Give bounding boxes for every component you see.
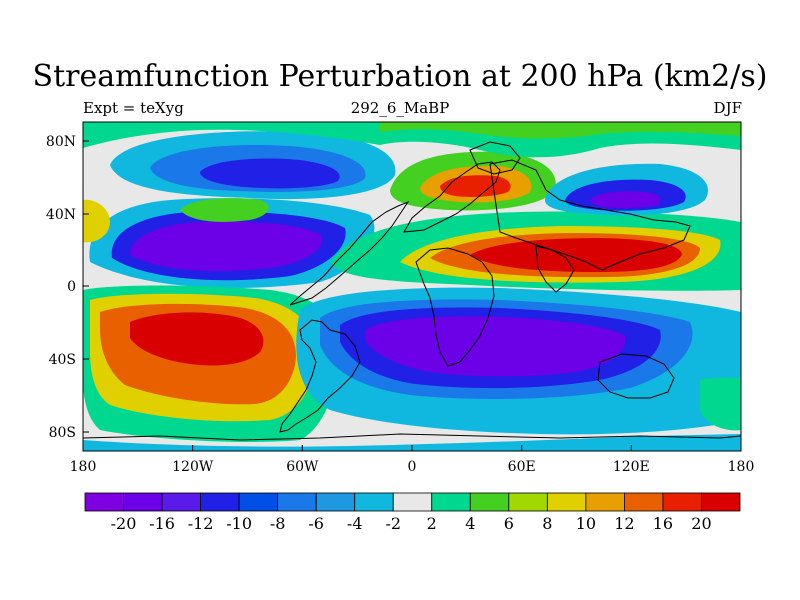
colorbar-swatch <box>200 492 240 512</box>
coastline-africa <box>415 247 495 367</box>
contour-high-asia-north-core <box>440 175 511 197</box>
contour-low-antarctic <box>83 434 741 451</box>
contour-low-north-pacific-core <box>590 191 661 209</box>
colorbar-label: 8 <box>542 514 552 533</box>
colorbar-swatch <box>84 492 124 512</box>
colorbar-swatch <box>238 492 279 512</box>
colorbar-swatch <box>315 492 356 512</box>
contour-low-arctic-core <box>200 158 340 189</box>
colorbar-label: 10 <box>576 514 596 533</box>
lat-axis: 80N 40N 0 40S 80S <box>46 134 89 441</box>
lon-tick-60w: 60W <box>286 459 319 475</box>
lon-tick-60e: 60E <box>508 459 536 475</box>
contour-high-west-edge <box>83 199 110 243</box>
colorbar-swatch <box>546 492 587 512</box>
contour-high-midlat-atlantic <box>180 198 269 222</box>
colorbar-label: 2 <box>427 514 437 533</box>
coastline-india <box>535 245 575 293</box>
colorbar-label: 6 <box>504 514 514 533</box>
lat-tick-40s: 40S <box>49 352 76 368</box>
lon-tick-180w: 180 <box>70 459 97 475</box>
contour-field <box>83 122 741 451</box>
colorbar-label: -4 <box>347 514 363 533</box>
run-label: 292_6_MaBP <box>350 99 450 117</box>
colorbar-label: -10 <box>226 514 252 533</box>
contour-low-north-west-core <box>130 221 323 272</box>
colorbar-label: -12 <box>188 514 214 533</box>
coastline-antarctica <box>83 433 741 441</box>
contour-high-south-west-core <box>130 312 264 366</box>
colorbar-swatch <box>161 492 201 512</box>
lon-axis: 180 120W 60W 0 60E 120E 180 <box>70 445 755 475</box>
colorbar-swatch <box>585 492 625 512</box>
lat-tick-eq: 0 <box>67 279 76 295</box>
plot-title: Streamfunction Perturbation at 200 hPa (… <box>32 59 768 94</box>
colorbar-label: 20 <box>691 514 711 533</box>
season-label: DJF <box>713 99 742 117</box>
colorbar: -20 -16 -12 -10 -8 -6 -4 -2 2 4 6 8 10 12 16 20 <box>84 492 741 533</box>
colorbar-label: -20 <box>111 514 137 533</box>
colorbar-label: -16 <box>149 514 175 533</box>
colorbar-label: 4 <box>465 514 475 533</box>
colorbar-swatch <box>354 492 394 512</box>
coastline-south-america <box>279 319 361 433</box>
contour-high-polar-inner <box>380 122 741 139</box>
colorbar-swatch <box>701 492 741 512</box>
lat-tick-40n: 40N <box>46 207 76 223</box>
lon-tick-0: 0 <box>408 459 417 475</box>
lon-tick-120e: 120E <box>613 459 650 475</box>
lon-tick-120w: 120W <box>172 459 214 475</box>
experiment-label: Expt = teXyg <box>83 99 184 117</box>
coastline-north-america <box>289 200 410 306</box>
colorbar-label: -8 <box>270 514 286 533</box>
colorbar-swatch <box>662 492 702 512</box>
contour-high-south-east-edge <box>700 377 741 431</box>
contour-low-south-core <box>365 316 626 377</box>
coastline-greenland <box>469 141 521 175</box>
colorbar-swatch <box>392 492 433 512</box>
colorbar-label: -6 <box>308 514 324 533</box>
colorbar-swatch <box>277 492 317 512</box>
colorbar-swatch <box>508 492 548 512</box>
coastlines <box>83 141 741 441</box>
colorbar-label: 16 <box>653 514 673 533</box>
colorbar-label: 12 <box>614 514 634 533</box>
lat-tick-80n: 80N <box>46 134 76 150</box>
colorbar-label: -2 <box>385 514 401 533</box>
coastline-europe <box>403 161 501 233</box>
colorbar-swatch <box>624 492 664 512</box>
colorbar-swatch <box>123 492 163 512</box>
contour-high-north-east-core <box>470 238 682 272</box>
lat-tick-80s: 80S <box>49 425 76 441</box>
colorbar-swatch <box>431 492 471 512</box>
colorbar-swatch <box>469 492 510 512</box>
coastline-australia <box>597 353 675 399</box>
lon-tick-180e: 180 <box>728 459 755 475</box>
